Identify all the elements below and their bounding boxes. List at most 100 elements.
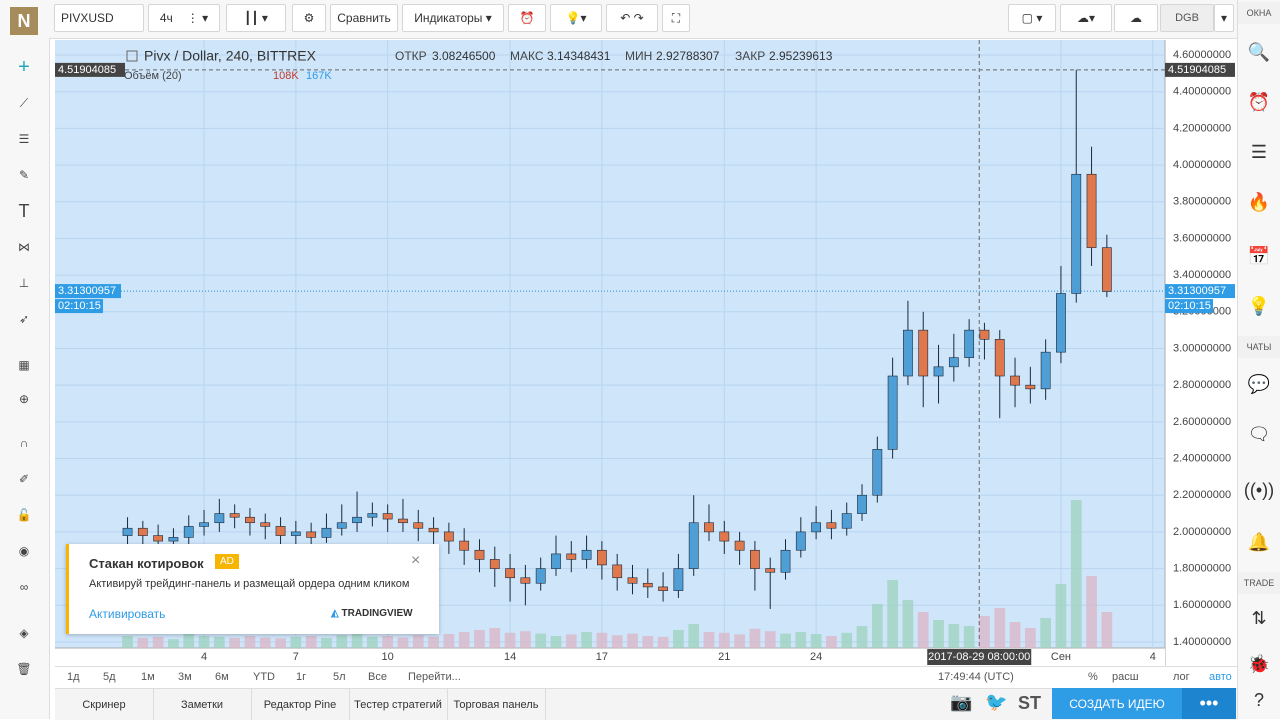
zoom-tool[interactable]: ⊕ bbox=[18, 392, 30, 406]
status-item[interactable]: расш bbox=[1112, 671, 1139, 683]
watch-drop[interactable]: ▾ bbox=[1214, 4, 1234, 32]
trash-tool[interactable]: 🗑 bbox=[16, 662, 32, 676]
fib-tool[interactable]: ☰ bbox=[18, 132, 30, 146]
candle-body bbox=[428, 527, 439, 533]
popup-close[interactable]: × bbox=[411, 552, 421, 569]
bottom-tab[interactable]: Редактор Pine bbox=[251, 689, 350, 720]
range-button[interactable]: Все bbox=[368, 671, 387, 683]
status-item[interactable]: лог bbox=[1173, 671, 1190, 683]
bottom-tab[interactable]: Скринер bbox=[55, 689, 154, 720]
help[interactable]: ? bbox=[1253, 689, 1264, 710]
interval[interactable]: 4ч ⋮ ▾ bbox=[148, 4, 220, 32]
alert[interactable]: ⏰ bbox=[508, 4, 546, 32]
y-tick-label: 2.00000000 bbox=[1173, 526, 1231, 538]
stream[interactable]: ((•)) bbox=[1243, 479, 1275, 500]
notifications[interactable]: 🔔 bbox=[1247, 531, 1271, 552]
legend-text: ЗАКР bbox=[735, 49, 765, 63]
fullscreen[interactable]: ⛶ bbox=[662, 4, 690, 32]
watch[interactable]: DGB bbox=[1160, 4, 1214, 32]
text-tool[interactable]: T bbox=[18, 200, 30, 221]
rocket-tool[interactable]: ➶ bbox=[18, 312, 30, 326]
volume-bar bbox=[1101, 612, 1113, 648]
volume-bar bbox=[611, 635, 623, 648]
candle-body bbox=[1071, 173, 1082, 294]
y-tick-label: 3.00000000 bbox=[1173, 342, 1231, 354]
symbol[interactable]: PIVXUSD bbox=[54, 4, 144, 32]
private-chat[interactable]: 🗨 bbox=[1247, 423, 1271, 444]
legend-text: Pivx / Dollar, 240, BITTREX bbox=[144, 48, 317, 64]
bottom-tab[interactable]: Торговая панель bbox=[447, 689, 546, 720]
create-idea[interactable]: СОЗДАТЬ ИДЕЮ bbox=[1052, 688, 1182, 719]
bug[interactable]: 🐞 bbox=[1247, 653, 1271, 674]
list[interactable]: ☰ bbox=[1250, 141, 1268, 162]
lock-draw[interactable]: ✐ bbox=[18, 472, 30, 486]
candle-body bbox=[551, 553, 561, 569]
range-button[interactable]: YTD bbox=[253, 671, 275, 683]
status-item[interactable]: авто bbox=[1209, 671, 1232, 683]
settings[interactable]: ⚙ bbox=[292, 4, 326, 32]
link-tool[interactable]: ∞ bbox=[19, 580, 29, 594]
range-button[interactable]: 1м bbox=[141, 671, 155, 683]
windows-header: ОКНА bbox=[1238, 2, 1280, 24]
dom[interactable]: ⇅ bbox=[1251, 607, 1267, 628]
bottom-tab[interactable]: Заметки bbox=[153, 689, 252, 720]
layers-tool[interactable]: ◈ bbox=[19, 626, 29, 640]
compare[interactable]: Сравнить bbox=[330, 4, 398, 32]
y-tick-label: 1.80000000 bbox=[1173, 562, 1231, 574]
interval-text: 4ч bbox=[159, 11, 173, 25]
twitter[interactable]: 🐦 bbox=[985, 692, 1008, 712]
crosshair-tool[interactable]: + bbox=[18, 55, 30, 78]
more[interactable]: ••• bbox=[1182, 688, 1236, 719]
stocktwits[interactable]: ST bbox=[1018, 693, 1042, 713]
range-button[interactable]: 1д bbox=[67, 671, 80, 683]
range-button[interactable]: Перейти... bbox=[408, 671, 461, 683]
candle-body bbox=[413, 522, 424, 529]
candle-body bbox=[382, 513, 393, 520]
volume-bar bbox=[504, 632, 516, 648]
price-axis bbox=[1165, 40, 1237, 666]
indicators[interactable]: Индикаторы ▾ bbox=[402, 4, 504, 32]
undo-redo[interactable]: ↶ ↷ bbox=[606, 4, 658, 32]
chat[interactable]: 💬 bbox=[1247, 373, 1271, 394]
chart-style[interactable]: ┃┃ ▾ bbox=[226, 4, 286, 32]
measure-tool[interactable]: ⊥ bbox=[18, 276, 30, 290]
layout[interactable]: ▢ ▾ bbox=[1008, 4, 1056, 32]
popup-badge: AD bbox=[215, 554, 239, 569]
load[interactable]: ☁▾ bbox=[1060, 4, 1112, 32]
range-button[interactable]: 5л bbox=[333, 671, 346, 683]
hot[interactable]: 🔥 bbox=[1247, 191, 1271, 212]
candle-body bbox=[336, 522, 347, 529]
lock-tool[interactable]: 🔓 bbox=[16, 508, 32, 522]
ruler-tool[interactable]: ▦ bbox=[18, 358, 30, 372]
range-button[interactable]: 1г bbox=[296, 671, 307, 683]
candle-body bbox=[367, 513, 378, 518]
brush-tool[interactable]: ✎ bbox=[18, 168, 30, 182]
idea-bulb[interactable]: 💡 bbox=[1247, 295, 1271, 316]
volume-bar bbox=[520, 631, 531, 648]
ideas[interactable]: 💡▾ bbox=[550, 4, 602, 32]
line-tool[interactable]: ⟋ bbox=[19, 95, 29, 110]
range-button[interactable]: 6м bbox=[215, 671, 229, 683]
volume-bar bbox=[412, 635, 424, 648]
range-button[interactable]: 3м bbox=[178, 671, 192, 683]
volume-bar bbox=[535, 633, 547, 648]
magnet-tool[interactable]: ∩ bbox=[19, 436, 29, 450]
range-button[interactable]: 5д bbox=[103, 671, 116, 683]
volume-bar bbox=[657, 636, 669, 648]
bottom-tab[interactable]: Тестер стратегий bbox=[349, 689, 448, 720]
snapshot[interactable]: 📷 bbox=[950, 692, 973, 712]
volume-bar bbox=[963, 626, 975, 648]
status-item[interactable]: % bbox=[1088, 671, 1098, 683]
save[interactable]: ☁ bbox=[1114, 4, 1158, 32]
search[interactable]: 🔍 bbox=[1247, 41, 1271, 62]
eye-tool[interactable]: ◉ bbox=[18, 544, 30, 558]
calendar[interactable]: 📅 bbox=[1247, 245, 1271, 266]
pattern-tool[interactable]: ⋈ bbox=[18, 240, 30, 254]
alarm[interactable]: ⏰ bbox=[1247, 91, 1271, 112]
logo[interactable]: N bbox=[10, 7, 38, 35]
volume-bar bbox=[259, 637, 271, 648]
candle-body bbox=[581, 549, 592, 560]
popup-action[interactable]: Активировать bbox=[89, 607, 166, 621]
candle-body bbox=[979, 329, 990, 340]
volume-bar bbox=[290, 636, 302, 648]
